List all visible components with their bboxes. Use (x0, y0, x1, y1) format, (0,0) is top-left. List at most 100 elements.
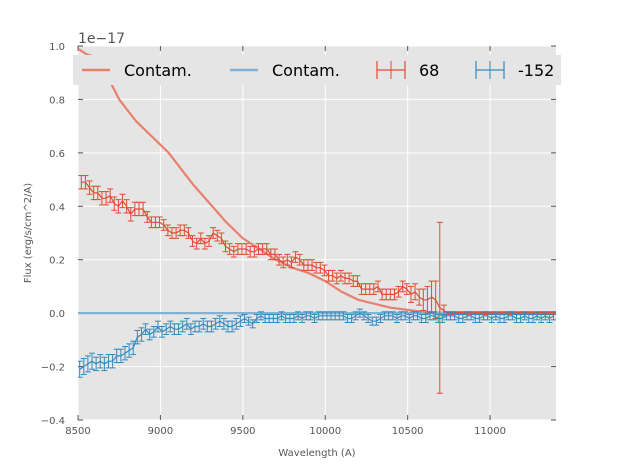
data-point-3 (360, 311, 367, 321)
data-point-3 (78, 360, 83, 378)
series-line-0 (78, 47, 556, 315)
y-tick-label: 0.0 (49, 309, 65, 320)
data-point-2 (173, 227, 180, 239)
data-point-2 (407, 285, 414, 303)
data-point-2 (144, 211, 151, 223)
legend-entry-contam-red: Contam. (82, 61, 192, 80)
series-errorbars-2 (78, 175, 556, 394)
data-point-3 (89, 352, 96, 370)
data-point-2 (271, 248, 278, 261)
data-point-2 (436, 221, 443, 394)
data-point-2 (284, 253, 291, 266)
data-point-2 (115, 199, 122, 214)
legend-swatch-68 (376, 61, 406, 79)
data-point-2 (214, 229, 221, 242)
data-point-3 (237, 315, 244, 327)
data-point-3 (93, 356, 100, 372)
data-point-3 (80, 358, 87, 376)
legend-entry-contam-blue: Contam. (230, 61, 340, 80)
data-point-3 (245, 316, 252, 326)
data-point-3 (476, 313, 483, 323)
data-point-2 (321, 264, 328, 277)
data-point-3 (138, 327, 145, 342)
data-point-2 (230, 245, 237, 258)
data-point-3 (348, 313, 355, 323)
legend-entry-minus-152: -152 (475, 61, 554, 80)
y-tick-label: −0.2 (41, 363, 65, 374)
data-point-2 (119, 193, 126, 209)
data-point-2 (329, 269, 336, 282)
data-point-2 (288, 256, 295, 269)
data-point-2 (226, 243, 233, 255)
data-point-2 (210, 227, 217, 239)
x-tick-label: 9000 (148, 426, 173, 437)
data-point-3 (233, 317, 240, 330)
data-point-2 (193, 237, 200, 250)
data-point-3 (229, 320, 236, 333)
y-tick-label: 0.6 (49, 149, 65, 160)
data-point-3 (146, 328, 153, 341)
x-tick-label: 10500 (392, 426, 424, 437)
data-point-3 (121, 346, 128, 361)
data-point-3 (406, 313, 413, 323)
y-axis-label: Flux (erg/s/cm^2/A) (23, 183, 34, 283)
data-point-2 (94, 185, 101, 201)
data-point-3 (295, 311, 302, 321)
data-point-3 (196, 320, 203, 333)
data-point-3 (187, 323, 194, 336)
data-point-2 (243, 243, 250, 255)
series-layer (78, 47, 556, 394)
data-point-3 (208, 320, 215, 333)
data-point-2 (127, 207, 134, 222)
data-point-3 (534, 311, 541, 321)
data-point-3 (175, 323, 182, 336)
data-point-3 (150, 326, 157, 338)
data-point-3 (290, 313, 297, 323)
data-point-2 (346, 272, 353, 285)
data-point-2 (156, 216, 163, 229)
data-point-3 (431, 311, 438, 321)
data-point-3 (451, 311, 458, 321)
y-tick-label: 1.0 (49, 42, 65, 53)
x-tick-label: 8500 (65, 426, 90, 437)
data-point-3 (340, 311, 347, 321)
data-point-3 (117, 348, 124, 364)
grid (77, 45, 556, 421)
data-point-2 (222, 240, 229, 253)
data-point-3 (550, 311, 556, 321)
data-point-3 (134, 330, 141, 345)
x-tick-label: 9500 (230, 426, 255, 437)
data-point-3 (220, 317, 227, 330)
data-point-3 (278, 311, 285, 321)
data-point-3 (468, 311, 475, 321)
data-point-3 (249, 319, 256, 329)
y-tick-label: −0.4 (41, 416, 65, 427)
data-point-3 (163, 323, 170, 336)
data-point-2 (251, 245, 258, 258)
data-point-2 (399, 280, 406, 293)
data-point-3 (274, 313, 281, 323)
plot-background (78, 46, 556, 420)
data-point-3 (179, 320, 186, 333)
data-point-2 (395, 285, 402, 298)
legend-entry-68: 68 (376, 61, 439, 80)
data-point-2 (82, 175, 89, 190)
data-point-3 (459, 313, 466, 323)
data-point-2 (103, 191, 110, 206)
data-point-3 (538, 313, 545, 323)
legend-label-contam-red: Contam. (124, 61, 192, 80)
data-point-3 (422, 313, 429, 323)
data-point-3 (352, 311, 359, 321)
data-point-2 (333, 272, 340, 285)
data-point-3 (389, 311, 396, 321)
data-point-2 (164, 224, 171, 237)
data-point-3 (501, 313, 508, 323)
data-point-2 (391, 288, 398, 301)
data-point-3 (356, 308, 363, 318)
data-point-2 (189, 235, 196, 247)
y-tick-label: 0.2 (49, 256, 65, 267)
data-point-2 (337, 269, 344, 282)
series-connector-2 (81, 181, 556, 314)
data-point-3 (253, 313, 260, 323)
data-point-3 (84, 355, 91, 373)
